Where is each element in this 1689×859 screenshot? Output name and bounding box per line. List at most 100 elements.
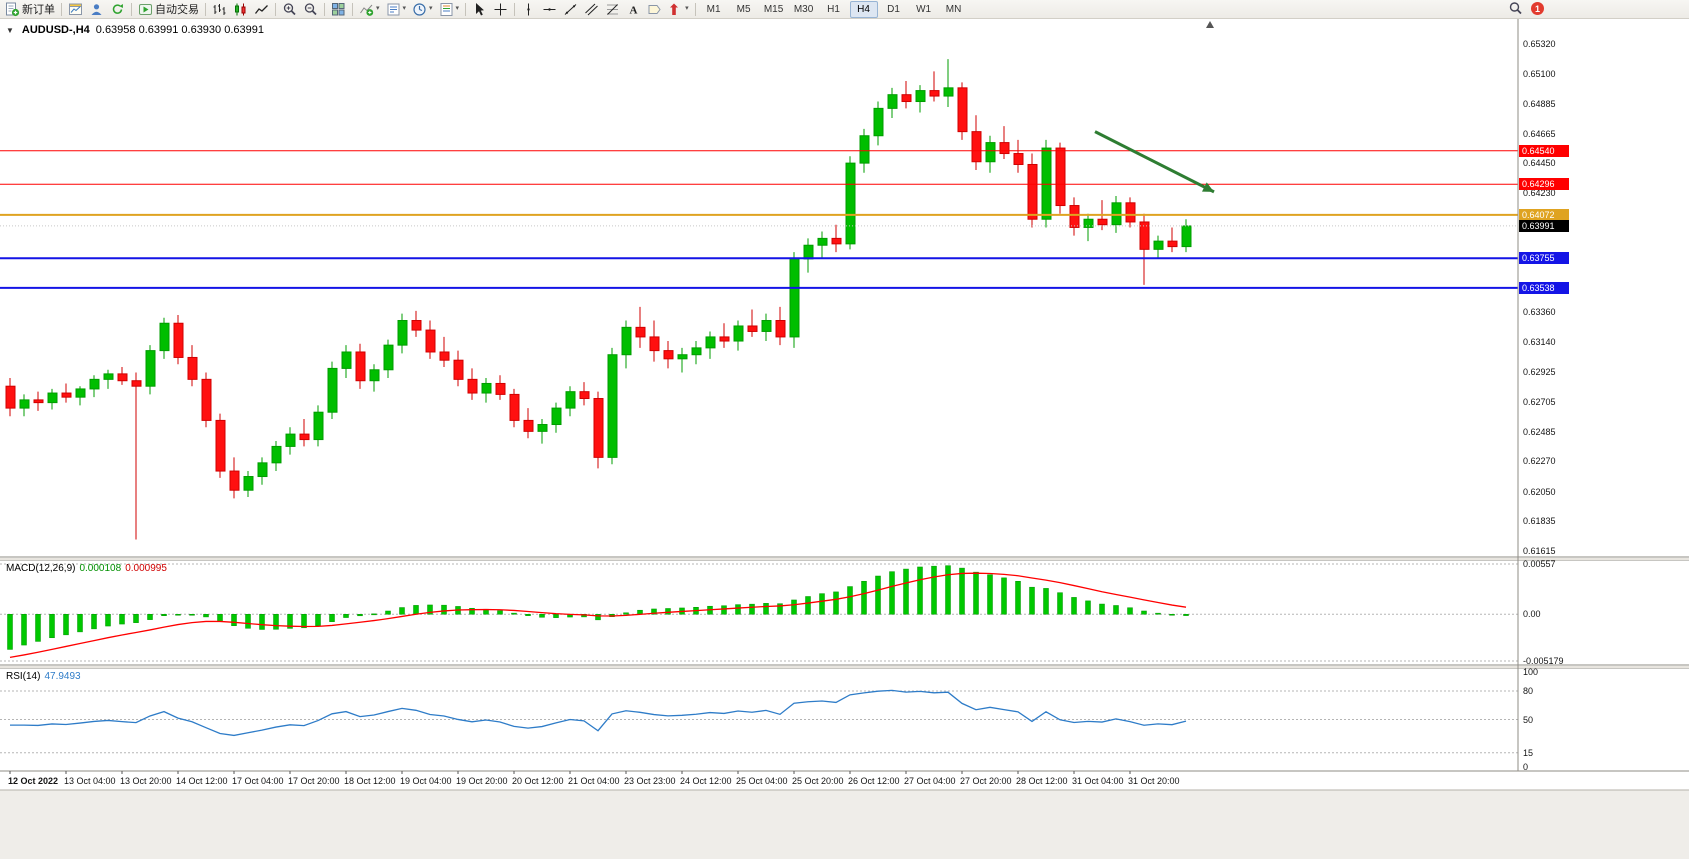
notifications-badge[interactable]: 1 bbox=[1531, 2, 1544, 15]
list-icon bbox=[386, 2, 401, 17]
toolbar-separator bbox=[514, 2, 516, 16]
time-axis-label: 20 Oct 12:00 bbox=[512, 776, 564, 786]
chart-container[interactable]: ▼ AUDUSD-,H4 0.63958 0.63991 0.63930 0.6… bbox=[0, 19, 1689, 859]
svg-text:A: A bbox=[630, 4, 638, 16]
line-chart-icon bbox=[254, 2, 269, 17]
macd-scale-label: 0.00557 bbox=[1523, 559, 1556, 569]
bar-chart-icon bbox=[212, 2, 227, 17]
time-axis-label: 26 Oct 12:00 bbox=[848, 776, 900, 786]
toolbar-button-zoom-in[interactable] bbox=[279, 0, 300, 19]
toolbar-button-horizontal-line[interactable] bbox=[539, 0, 560, 19]
tile-windows-icon bbox=[331, 2, 346, 17]
panel-borders bbox=[0, 19, 1689, 791]
toolbar-button-algo-trading[interactable]: 自动交易 bbox=[135, 0, 202, 19]
price-line-badge: 0.64072 bbox=[1519, 208, 1569, 221]
chart-shift-marker-icon[interactable] bbox=[1206, 21, 1214, 28]
time-axis-label: 19 Oct 04:00 bbox=[400, 776, 452, 786]
text-icon: A bbox=[626, 2, 641, 17]
price-axis[interactable]: 0.65320 0.65100 0.64885 0.64665 0.64450 0.642… bbox=[1518, 19, 1689, 772]
toolbar-button-templates[interactable]: ▾ bbox=[436, 0, 463, 19]
toolbar-button-bar-chart[interactable] bbox=[209, 0, 230, 19]
toolbar-button-label: 自动交易 bbox=[155, 4, 199, 16]
toolbar-button-text[interactable]: A bbox=[623, 0, 644, 19]
price-axis-label: 0.61615 bbox=[1523, 546, 1556, 557]
profile-icon bbox=[89, 2, 104, 17]
toolbar-button-periods[interactable]: ▾ bbox=[409, 0, 436, 19]
trend-arrow[interactable] bbox=[1094, 130, 1215, 194]
trendline-icon bbox=[563, 2, 578, 17]
toolbar-button-equidistant-channel[interactable] bbox=[581, 0, 602, 19]
price-axis-label: 0.63140 bbox=[1523, 337, 1556, 348]
toolbar-button-fibonacci-retracement[interactable] bbox=[602, 0, 623, 19]
price-axis-label: 0.62925 bbox=[1523, 366, 1556, 377]
clock-icon bbox=[412, 2, 427, 17]
ohlc-values: 0.63958 0.63991 0.63930 0.63991 bbox=[95, 24, 264, 36]
time-axis-ticks bbox=[9, 771, 1131, 774]
candle-chart-icon bbox=[233, 2, 248, 17]
refresh-icon bbox=[110, 2, 125, 17]
toolbar-button-tile-windows[interactable] bbox=[328, 0, 349, 19]
time-axis-label: 13 Oct 20:00 bbox=[120, 776, 172, 786]
toolbar-button-vertical-line[interactable] bbox=[518, 0, 539, 19]
toolbar-button-trendline[interactable] bbox=[560, 0, 581, 19]
rsi-scale-label: 15 bbox=[1523, 747, 1534, 758]
price-axis-label: 0.64230 bbox=[1523, 188, 1556, 199]
time-axis-label: 12 Oct 2022 bbox=[8, 776, 59, 786]
indicator-level-lines bbox=[0, 563, 1518, 754]
symbol-period-label: AUDUSD-,H4 bbox=[21, 24, 90, 36]
chart-canvas[interactable] bbox=[0, 19, 1689, 859]
time-axis-label: 17 Oct 20:00 bbox=[288, 776, 340, 786]
macd-main-value: 0.000108 bbox=[79, 563, 122, 574]
time-axis-label: 28 Oct 12:00 bbox=[1016, 776, 1068, 786]
timeframe-button-h1[interactable]: H1 bbox=[827, 3, 840, 15]
vline-icon bbox=[521, 2, 536, 17]
time-axis-label: 27 Oct 04:00 bbox=[904, 776, 956, 786]
toolbar-separator bbox=[694, 2, 696, 16]
horizontal-lines-layer[interactable] bbox=[0, 150, 1518, 289]
timeframe-button-m5[interactable]: M5 bbox=[736, 3, 751, 15]
time-axis-label: 19 Oct 20:00 bbox=[456, 776, 508, 786]
timeframe-button-h4[interactable]: H4 bbox=[849, 0, 878, 18]
time-axis-label: 27 Oct 20:00 bbox=[960, 776, 1012, 786]
toolbar-button-indicators[interactable]: ▾ bbox=[356, 0, 383, 19]
time-axis-label: 13 Oct 04:00 bbox=[64, 776, 116, 786]
toolbar-separator bbox=[352, 2, 353, 16]
price-line-badge: 0.63755 bbox=[1519, 252, 1569, 265]
toolbar-button-cursor[interactable] bbox=[469, 0, 490, 19]
macd-scale-label: -0.005179 bbox=[1523, 656, 1564, 666]
time-axis[interactable]: 12 Oct 2022 13 Oct 04:00 13 Oct 20:00 14 Oc… bbox=[0, 771, 1689, 790]
toolbar-button-zoom-out[interactable] bbox=[300, 0, 321, 19]
time-axis-label: 25 Oct 20:00 bbox=[792, 776, 844, 786]
chart-window-icon bbox=[68, 2, 83, 17]
timeframe-button-d1[interactable]: D1 bbox=[887, 3, 900, 15]
toolbar-button-crosshair[interactable] bbox=[490, 0, 511, 19]
timeframe-button-w1[interactable]: W1 bbox=[916, 3, 932, 15]
macd-indicator-label: MACD(12,26,9) 0.000108 0.000995 bbox=[6, 563, 167, 574]
toolbar-separator bbox=[205, 2, 206, 16]
toolbar-button-new-order[interactable]: 新订单 bbox=[2, 0, 58, 19]
macd-histogram bbox=[7, 565, 1189, 650]
rsi-scale-label: 50 bbox=[1523, 714, 1534, 725]
price-line-badge: 0.63538 bbox=[1519, 281, 1569, 294]
rsi-title-text: RSI(14) bbox=[6, 671, 41, 682]
timeframe-button-m1[interactable]: M1 bbox=[706, 3, 721, 15]
window-filler bbox=[0, 790, 1689, 859]
one-click-trading-toggle-icon[interactable]: ▼ bbox=[6, 25, 14, 35]
toolbar-button-candlestick-chart[interactable] bbox=[230, 0, 251, 19]
toolbar-button-indicator-list[interactable]: ▾ bbox=[383, 0, 410, 19]
toolbar-button-new-chart[interactable] bbox=[65, 0, 86, 19]
toolbar-button-line-chart[interactable] bbox=[251, 0, 272, 19]
zoom-in-icon bbox=[282, 2, 297, 17]
timeframe-button-mn[interactable]: MN bbox=[945, 3, 962, 15]
toolbar-button-refresh[interactable] bbox=[107, 0, 128, 19]
rsi-scale-label: 100 bbox=[1523, 667, 1539, 677]
toolbar-button-label: 新订单 bbox=[22, 4, 55, 16]
toolbar-button-arrows[interactable]: ▾ bbox=[665, 0, 692, 19]
toolbar-button-profiles[interactable] bbox=[86, 0, 107, 19]
timeframe-button-m15[interactable]: M15 bbox=[763, 3, 784, 15]
chevron-down-icon: ▾ bbox=[455, 5, 460, 12]
toolbar-button-text-label[interactable] bbox=[644, 0, 665, 19]
timeframe-button-m30[interactable]: M30 bbox=[793, 3, 814, 15]
search-icon[interactable] bbox=[1508, 1, 1523, 16]
price-axis-label: 0.64885 bbox=[1523, 98, 1556, 109]
